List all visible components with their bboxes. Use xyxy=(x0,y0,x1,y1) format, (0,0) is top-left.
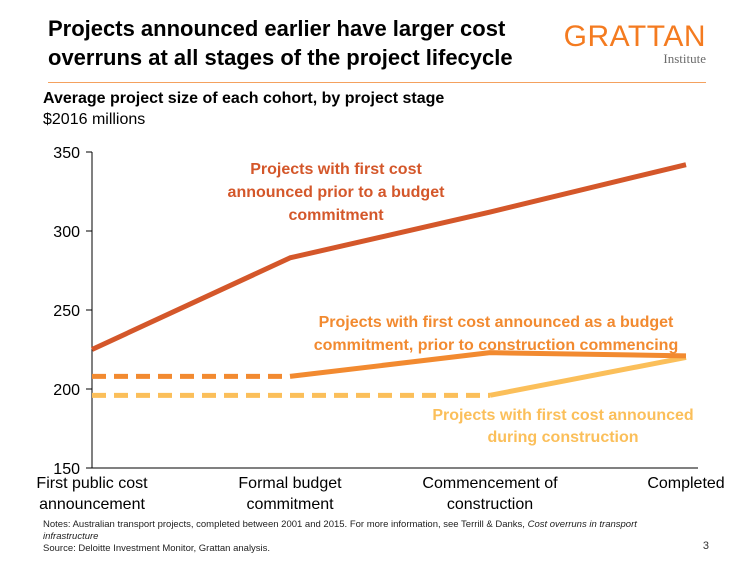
series-2-line xyxy=(489,354,687,398)
title-line-1: Projects announced earlier have larger c… xyxy=(48,16,506,41)
series-0-line xyxy=(90,162,687,352)
title-line-2: overruns at all stages of the project li… xyxy=(48,45,513,70)
title-divider xyxy=(48,82,706,83)
chart-units: $2016 millions xyxy=(43,111,146,128)
logo-name: GRATTAN xyxy=(563,20,706,53)
notes-italic: Cost overruns in transport infrastructur… xyxy=(43,519,637,542)
y-tick-label-300: 300 xyxy=(53,224,80,241)
series-0-label: Projects with first cost announced prior … xyxy=(228,161,446,224)
chart-subtitle: Average project size of each cohort, by … xyxy=(43,90,445,107)
series-2-label: Projects with first cost announced during… xyxy=(432,407,693,446)
series-1-label: Projects with first cost announced as a … xyxy=(314,314,678,354)
grattan-logo: GRATTAN Institute xyxy=(564,22,706,66)
logo-sub: Institute xyxy=(663,51,706,66)
y-tick-label-150: 150 xyxy=(53,461,80,478)
x-tick-label-1: Formal budget commitment xyxy=(238,475,342,513)
source-text: Source: Deloitte Investment Monitor, Gra… xyxy=(43,543,271,554)
y-tick-label-350: 350 xyxy=(53,145,80,162)
notes-text: Notes: Australian transport projects, co… xyxy=(43,519,528,530)
page-title: Projects announced earlier have larger c… xyxy=(48,14,588,72)
notes: Notes: Australian transport projects, co… xyxy=(43,519,683,555)
page-number: 3 xyxy=(702,540,709,552)
x-tick-label-2: Commencement of construction xyxy=(422,475,558,513)
line-chart: 150 200 250 300 350 First public cost announce… xyxy=(36,145,724,513)
x-tick-label-0: First public cost announcement xyxy=(36,475,148,513)
series-1-line xyxy=(289,350,687,379)
y-tick-label-200: 200 xyxy=(53,382,80,399)
x-tick-label-3: Completed xyxy=(647,475,724,492)
y-tick-label-250: 250 xyxy=(53,303,80,320)
